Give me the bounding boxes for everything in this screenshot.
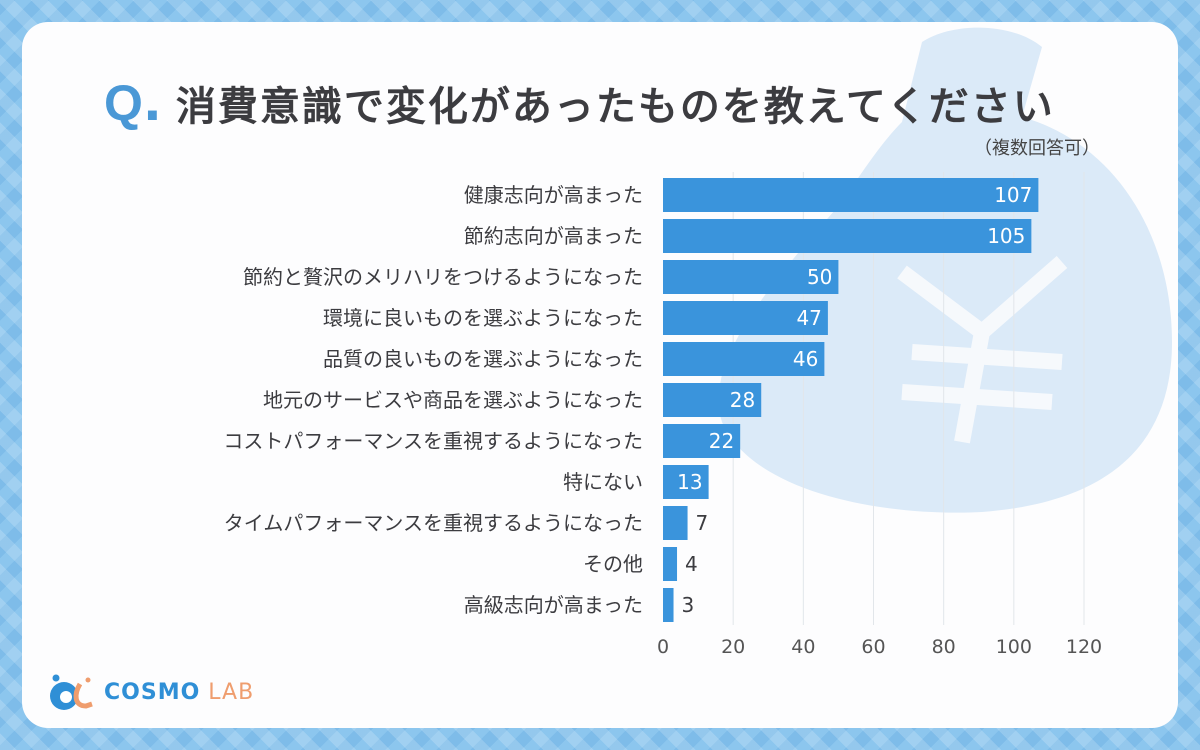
category-label: 健康志向が高まった [464, 183, 643, 207]
money-bag-icon [718, 27, 1172, 513]
x-tick-label: 0 [657, 636, 669, 658]
bar [663, 465, 709, 499]
card: Q . 消費意識で変化があったものを教えてください （複数回答可） COSMO … [22, 22, 1178, 728]
value-label: 22 [709, 429, 734, 453]
category-label: 高級志向が高まった [464, 593, 643, 617]
value-label: 46 [793, 347, 818, 371]
bar [663, 342, 825, 376]
bar [663, 219, 1032, 253]
category-label: その他 [583, 552, 643, 576]
multiple-answer-note: （複数回答可） [974, 138, 1100, 159]
value-label: 7 [696, 511, 709, 535]
category-label: 品質の良いものを選ぶようになった [323, 347, 643, 371]
value-label: 105 [987, 224, 1025, 248]
category-label: 節約と贅沢のメリハリをつけるようになった [243, 265, 643, 289]
bar [663, 547, 678, 581]
value-label: 28 [730, 388, 755, 412]
x-tick-label: 100 [996, 636, 1032, 658]
category-label: コストパフォーマンスを重視するようになった [223, 429, 643, 453]
logo-suffix: LAB [208, 679, 255, 705]
x-tick-label: 40 [791, 636, 815, 658]
category-label: 特にない [563, 470, 643, 494]
logo: COSMO LAB [46, 672, 254, 712]
value-label: 107 [994, 183, 1032, 207]
bar [663, 301, 828, 335]
bar [663, 588, 674, 622]
value-label: 47 [796, 306, 821, 330]
category-label: 地元のサービスや商品を選ぶようになった [263, 388, 643, 412]
value-label: 50 [807, 265, 832, 289]
bar [663, 424, 741, 458]
category-label: 節約志向が高まった [464, 224, 643, 248]
q-dot: . [142, 74, 162, 132]
x-tick-label: 80 [932, 636, 956, 658]
value-label: 3 [682, 593, 695, 617]
chart-title: Q . 消費意識で変化があったものを教えてください [104, 74, 1055, 132]
bar [663, 260, 839, 294]
bar [663, 178, 1039, 212]
bar [663, 383, 762, 417]
value-label: 13 [677, 470, 702, 494]
logo-name: COSMO [104, 679, 201, 705]
cosmo-lab-logo-icon [50, 674, 93, 710]
category-label: タイムパフォーマンスを重視するようになった [224, 511, 643, 535]
title-text: 消費意識で変化があったものを教えてください [175, 84, 1055, 130]
x-tick-label: 20 [721, 636, 745, 658]
category-label: 環境に良いものを選ぶようになった [323, 306, 643, 330]
value-label: 4 [685, 552, 698, 576]
x-tick-label: 120 [1066, 636, 1102, 658]
q-mark: Q [104, 75, 143, 131]
bar [663, 506, 688, 540]
x-tick-label: 60 [861, 636, 885, 658]
